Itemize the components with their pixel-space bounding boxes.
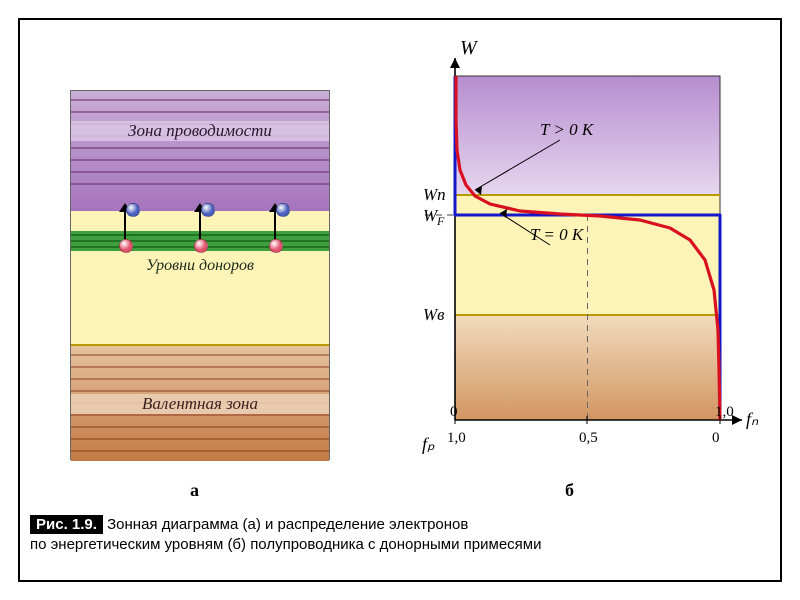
- electron: [201, 203, 215, 217]
- hole: [269, 239, 283, 253]
- caption-line2: по энергетическим уровням (б) полупровод…: [30, 536, 541, 553]
- chart-svg: WfₙfₚWпWFWв01,01,00,50T > 0 KT = 0 K: [390, 40, 770, 480]
- conduction-hatch: [71, 111, 329, 113]
- svg-text:0: 0: [450, 404, 458, 420]
- electron: [126, 203, 140, 217]
- transition-arrow-shaft: [274, 209, 276, 239]
- panel-a: Зона проводимости Уровни доноров Валентная…: [20, 20, 370, 490]
- valence-hatch: [71, 414, 329, 416]
- x-title-p: fₚ: [422, 434, 435, 454]
- conduction-hatch: [71, 99, 329, 101]
- distribution-chart: WfₙfₚWпWFWв01,01,00,50T > 0 KT = 0 K: [390, 40, 770, 480]
- transition-arrow-shaft: [199, 209, 201, 239]
- caption-line1: Зонная диаграмма (а) и распределение эле…: [107, 516, 468, 533]
- hole: [194, 239, 208, 253]
- label-Wp: Wп: [423, 185, 446, 204]
- xtick-1: 0,5: [579, 430, 598, 446]
- annot-T0: T = 0 K: [530, 225, 585, 244]
- hole: [119, 239, 133, 253]
- conduction-hatch: [71, 171, 329, 173]
- label-WF-sub: F: [436, 214, 445, 228]
- y-title: W: [460, 40, 479, 59]
- transition-arrow-shaft: [124, 209, 126, 239]
- valence-hatch: [71, 366, 329, 368]
- gap-lower: Уровни доноров: [71, 251, 329, 346]
- xtick-2: 0: [712, 430, 720, 446]
- figure-frame: Зона проводимости Уровни доноров Валентная…: [18, 18, 782, 582]
- panels-row: Зона проводимости Уровни доноров Валентная…: [20, 20, 780, 490]
- electron: [276, 203, 290, 217]
- conduction-label: Зона проводимости: [71, 121, 329, 141]
- conduction-hatch: [71, 147, 329, 149]
- valence-hatch: [71, 378, 329, 380]
- panel-b: WfₙfₚWпWFWв01,01,00,50T > 0 KT = 0 K: [370, 20, 780, 490]
- valence-hatch: [71, 438, 329, 440]
- conduction-hatch: [71, 183, 329, 185]
- sublabel-b: б: [565, 480, 574, 501]
- figure-number: Рис. 1.9.: [30, 515, 103, 534]
- valence-hatch: [71, 450, 329, 452]
- svg-text:1,0: 1,0: [715, 404, 734, 420]
- annot-Tgt0: T > 0 K: [540, 120, 595, 139]
- valence-label: Валентная зона: [71, 394, 329, 414]
- y-axis-arrow: [450, 58, 460, 68]
- valence-hatch: [71, 390, 329, 392]
- label-Wv: Wв: [423, 305, 445, 324]
- donor-label: Уровни доноров: [71, 257, 329, 275]
- figure-caption: Рис. 1.9. Зонная диаграмма (а) и распред…: [30, 515, 770, 556]
- conduction-hatch: [71, 159, 329, 161]
- conduction-zone: [71, 91, 329, 211]
- band-diagram: Зона проводимости Уровни доноров Валентная…: [70, 90, 330, 460]
- valence-hatch: [71, 426, 329, 428]
- sublabel-a: а: [190, 480, 199, 501]
- valence-hatch: [71, 354, 329, 356]
- x-title-n: fₙ: [746, 409, 759, 429]
- xtick-0: 1,0: [447, 430, 466, 446]
